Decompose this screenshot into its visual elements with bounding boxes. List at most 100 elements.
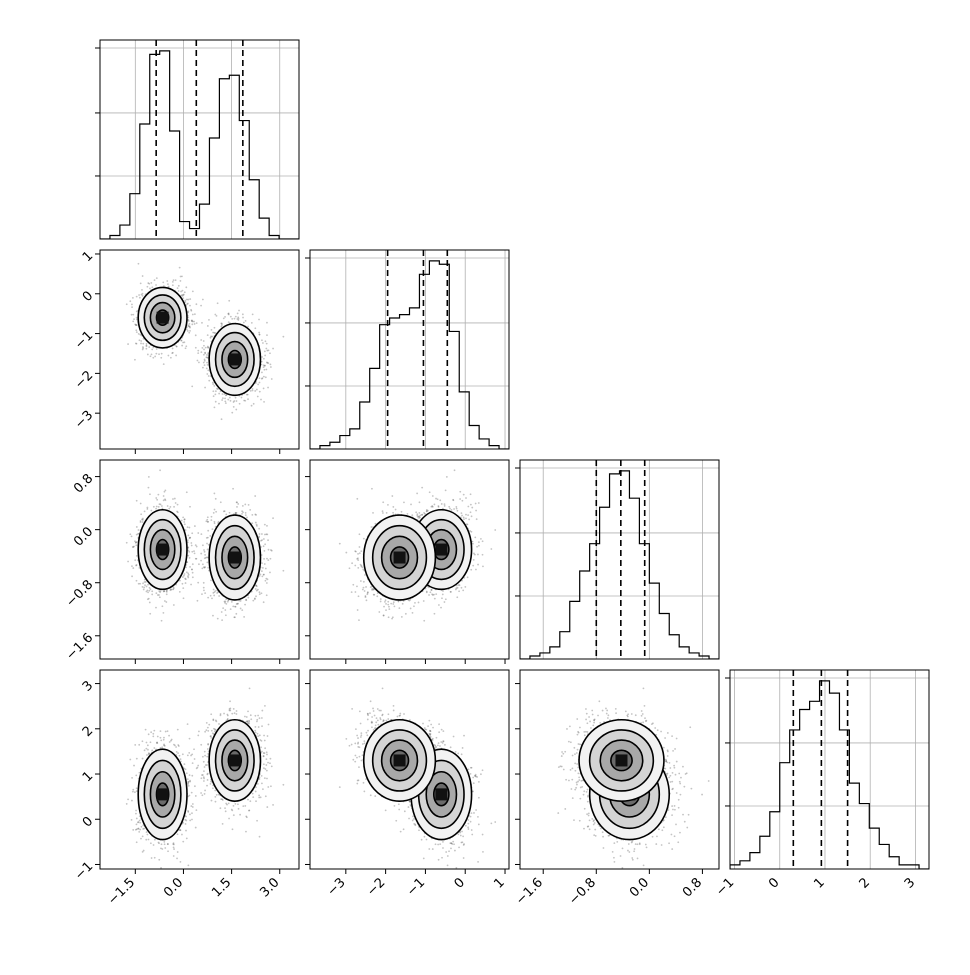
sample-point bbox=[190, 542, 192, 544]
sample-point bbox=[136, 555, 138, 557]
sample-point bbox=[161, 505, 163, 507]
sample-point bbox=[209, 535, 211, 537]
sample-point bbox=[255, 595, 257, 597]
sample-point bbox=[212, 390, 214, 392]
sample-point bbox=[132, 297, 134, 299]
sample-point bbox=[192, 321, 194, 323]
sample-point bbox=[270, 366, 272, 368]
sample-point bbox=[184, 291, 186, 293]
sample-point bbox=[213, 385, 215, 387]
sample-point bbox=[195, 303, 197, 305]
sample-point bbox=[245, 599, 247, 601]
sample-point bbox=[254, 390, 256, 392]
sample-point bbox=[186, 303, 188, 305]
sample-point bbox=[201, 567, 203, 569]
sample-point bbox=[198, 362, 200, 364]
sample-point bbox=[207, 347, 209, 349]
sample-point bbox=[207, 516, 209, 518]
sample-point bbox=[187, 526, 189, 528]
sample-point bbox=[223, 510, 225, 512]
sample-point bbox=[194, 525, 196, 527]
sample-point bbox=[191, 532, 193, 534]
y-tick-label: −1 bbox=[72, 328, 96, 352]
sample-point bbox=[230, 316, 232, 318]
sample-point bbox=[220, 501, 222, 503]
sample-point bbox=[206, 519, 208, 521]
sample-point bbox=[163, 363, 165, 365]
sample-point bbox=[266, 594, 268, 596]
sample-point bbox=[206, 562, 208, 564]
sample-point bbox=[129, 300, 131, 302]
sample-point bbox=[186, 299, 188, 301]
sample-point bbox=[261, 378, 263, 380]
sample-point bbox=[204, 554, 206, 556]
sample-point bbox=[255, 522, 257, 524]
sample-point bbox=[142, 349, 144, 351]
sample-point bbox=[207, 364, 209, 366]
sample-point bbox=[238, 310, 240, 312]
sample-point bbox=[267, 539, 269, 541]
sample-point bbox=[265, 340, 267, 342]
sample-point bbox=[183, 294, 185, 296]
sample-point bbox=[206, 537, 208, 539]
sample-point bbox=[184, 523, 186, 525]
sample-point bbox=[244, 604, 246, 606]
sample-point bbox=[156, 277, 158, 279]
sample-point bbox=[213, 521, 215, 523]
sample-point bbox=[126, 303, 128, 305]
sample-point bbox=[140, 520, 142, 522]
sample-point bbox=[212, 382, 214, 384]
sample-point bbox=[159, 596, 161, 598]
sample-point bbox=[194, 552, 196, 554]
sample-point bbox=[241, 513, 243, 515]
sample-point bbox=[240, 608, 242, 610]
sample-point bbox=[145, 348, 147, 350]
sample-point bbox=[179, 591, 181, 593]
sample-point bbox=[157, 594, 159, 596]
sample-point bbox=[263, 401, 265, 403]
sample-point bbox=[269, 572, 271, 574]
sample-point bbox=[155, 284, 157, 286]
sample-point bbox=[243, 400, 245, 402]
sample-point bbox=[215, 511, 217, 513]
sample-point bbox=[241, 397, 243, 399]
sample-point bbox=[218, 595, 220, 597]
sample-point bbox=[210, 519, 212, 521]
sample-point bbox=[156, 348, 158, 350]
sample-point bbox=[236, 400, 238, 402]
scatter-panel-1-0: −3−2−101 bbox=[72, 249, 299, 454]
sample-point bbox=[202, 299, 204, 301]
sample-point bbox=[206, 362, 208, 364]
sample-point bbox=[204, 592, 206, 594]
sample-point bbox=[236, 318, 238, 320]
sample-point bbox=[222, 397, 224, 399]
sample-point bbox=[138, 333, 140, 335]
sample-point bbox=[266, 582, 268, 584]
sample-point bbox=[155, 508, 157, 510]
sample-point bbox=[189, 323, 191, 325]
sample-point bbox=[264, 355, 266, 357]
sample-point bbox=[252, 313, 254, 315]
sample-point bbox=[177, 287, 179, 289]
sample-point bbox=[167, 505, 169, 507]
sample-point bbox=[202, 563, 204, 565]
sample-point bbox=[259, 334, 261, 336]
sample-point bbox=[139, 339, 141, 341]
sample-point bbox=[210, 579, 212, 581]
sample-point bbox=[187, 312, 189, 314]
sample-point bbox=[267, 362, 269, 364]
sample-point bbox=[143, 587, 145, 589]
sample-point bbox=[266, 525, 268, 527]
sample-point bbox=[139, 297, 141, 299]
sample-point bbox=[264, 524, 266, 526]
sample-point bbox=[191, 545, 193, 547]
sample-point bbox=[157, 494, 159, 496]
sample-point bbox=[221, 619, 223, 621]
sample-point bbox=[212, 332, 214, 334]
sample-point bbox=[203, 340, 205, 342]
sample-point bbox=[282, 336, 284, 338]
sample-point bbox=[235, 397, 237, 399]
sample-point bbox=[175, 279, 177, 281]
sample-point bbox=[221, 418, 223, 420]
